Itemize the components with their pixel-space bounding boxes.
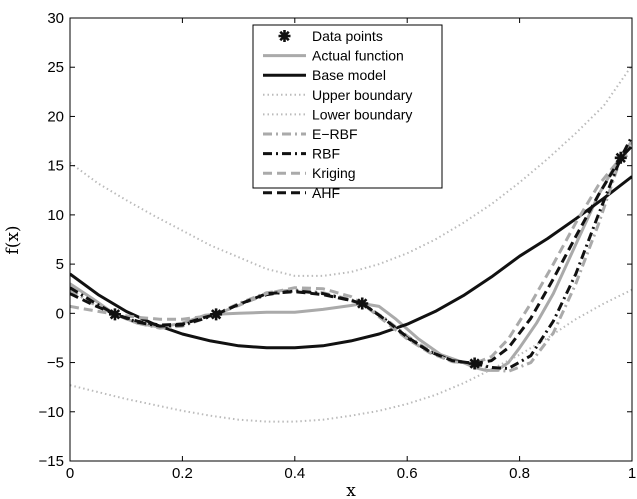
y-tick-label: 20: [47, 108, 64, 125]
x-tick-label: 0.4: [284, 465, 305, 482]
series-line-ahf: [70, 144, 632, 365]
y-tick-label: 10: [47, 207, 64, 224]
y-tick-label: 25: [47, 59, 64, 76]
data-point-marker: [356, 297, 369, 310]
x-tick-label: 0: [66, 465, 74, 482]
data-point-marker: [108, 308, 121, 321]
legend-label: Actual function: [312, 48, 404, 64]
series-line-base-model: [70, 175, 632, 350]
y-tick-label: −5: [47, 355, 64, 372]
legend-label: RBF: [312, 146, 340, 162]
legend: Data points Actual function Base model Uppe…: [252, 24, 443, 201]
plot-frame: [69, 17, 633, 462]
legend-label: Kriging: [312, 165, 356, 181]
y-tick-label: 0: [56, 305, 64, 322]
x-tick-label: 1: [628, 465, 636, 482]
y-tick-label: −10: [39, 404, 64, 421]
legend-label: AHF: [312, 185, 340, 201]
data-point-marker: [468, 357, 481, 370]
legend-box: [252, 24, 443, 189]
y-axis-label: f(x): [3, 225, 23, 254]
x-tick-label: 0.2: [172, 465, 193, 482]
legend-label: E−RBF: [312, 126, 358, 142]
x-tick-label: 0.8: [509, 465, 530, 482]
data-point-marker: [614, 151, 627, 164]
data-point-marker: [210, 308, 223, 321]
legend-label: Upper boundary: [312, 87, 412, 103]
x-tick-label: 0.6: [397, 465, 418, 482]
legend-swatch: [278, 30, 291, 42]
series-line-upper-boundary: [70, 64, 632, 277]
series-line-lower-boundary: [70, 288, 632, 423]
y-tick-label: −15: [39, 453, 64, 470]
y-tick-label: 30: [47, 10, 64, 27]
y-tick-label: 5: [56, 256, 64, 273]
y-tick-label: 15: [47, 158, 64, 175]
legend-label: Data points: [312, 28, 383, 44]
legend-label: Base model: [312, 67, 386, 83]
x-axis-label: x: [346, 481, 356, 499]
tick-layer: 0 0.2 0.4 0.6 0.8 1 −15 −10 −5 0 5 10 15 20 25 30: [39, 10, 637, 482]
legend-label: Lower boundary: [312, 106, 412, 122]
marker-layer: [108, 151, 627, 370]
